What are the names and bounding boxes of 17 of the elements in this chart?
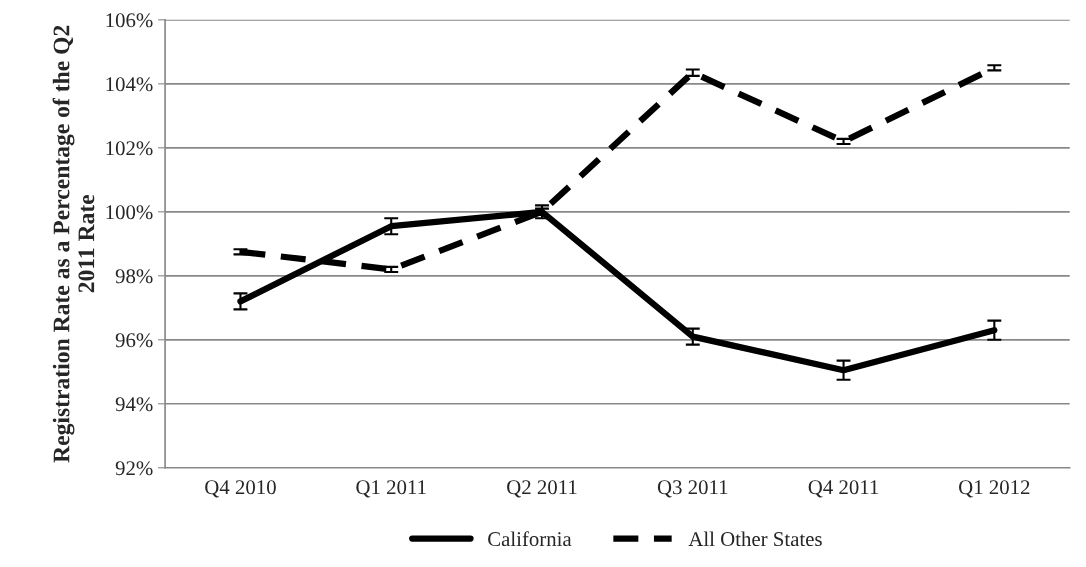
y-tick-label: 100% bbox=[106, 205, 153, 220]
y-axis-title: Registration Rate as a Percentage of the Q2 2011 Rate bbox=[52, 25, 95, 463]
legend-label: All Other States bbox=[688, 531, 822, 547]
y-tick-label: 102% bbox=[106, 141, 153, 156]
x-tick-label: Q4 2010 bbox=[205, 480, 276, 498]
y-tick-label: 92% bbox=[115, 461, 153, 476]
x-tick-label: Q2 2011 bbox=[507, 480, 577, 498]
x-tick-label: Q1 2012 bbox=[959, 480, 1030, 498]
x-tick-label: Q3 2011 bbox=[657, 480, 728, 498]
x-tick-label: Q1 2011 bbox=[356, 480, 426, 498]
y-tick-label: 106% bbox=[106, 13, 153, 28]
y-tick-label: 98% bbox=[115, 269, 153, 284]
y-tick-label: 94% bbox=[115, 397, 153, 412]
x-tick-label: Q4 2011 bbox=[808, 480, 879, 498]
y-tick-label: 104% bbox=[106, 77, 153, 92]
y-tick-label: 96% bbox=[115, 333, 153, 348]
legend-label: California bbox=[488, 531, 572, 547]
